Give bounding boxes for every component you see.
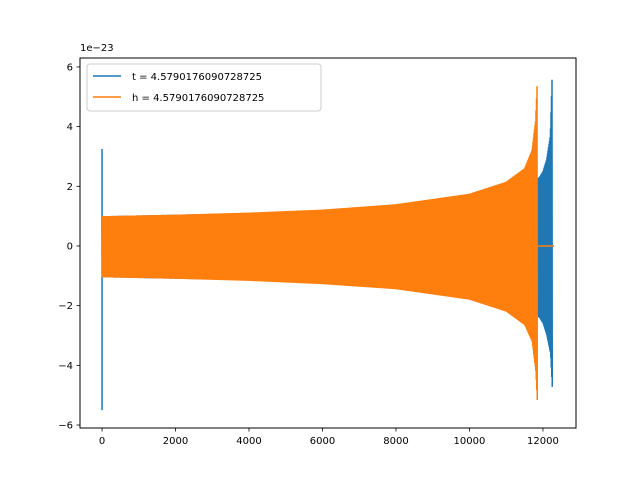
y-tick-label: 2 [67,182,73,193]
x-tick-label: 0 [99,436,105,447]
y-tick-label: −6 [58,421,73,432]
y-axis-offset-label: 1e−23 [80,43,114,54]
y-tick-label: −4 [58,361,73,372]
legend: t = 4.5790176090728725 h = 4.579017609072… [86,63,322,112]
y-tick-label: 4 [67,122,73,133]
y-tick-label: 0 [67,241,73,252]
x-tick-label: 4000 [236,436,261,447]
axis-ticks: 0 2000 4000 6000 8000 10000 12000 −6 −4 −2 0 2 4 6 [58,62,559,447]
x-tick-label: 10000 [454,436,486,447]
y-tick-label: 6 [67,62,73,73]
x-tick-label: 12000 [527,436,559,447]
series-2 [101,86,554,401]
series-2-oscillation [101,86,538,401]
y-tick-label: −2 [58,301,73,312]
axes-frame [79,57,577,429]
legend-label-1: t = 4.5790176090728725 [132,72,262,83]
x-tick-label: 2000 [163,436,188,447]
x-tick-label: 6000 [310,436,335,447]
legend-label-2: h = 4.5790176090728725 [132,93,264,104]
x-tick-label: 8000 [383,436,408,447]
legend-box [86,63,322,112]
plot-area [101,79,554,411]
